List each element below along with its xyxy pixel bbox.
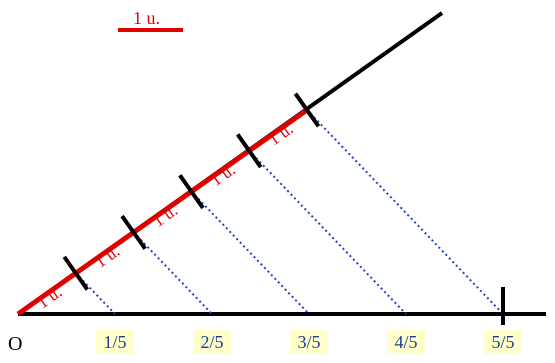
parallel-line-4: [248, 150, 407, 315]
parallel-line-2: [132, 231, 213, 315]
fraction-box-2: [193, 330, 231, 354]
fraction-label-5: 5/5: [491, 332, 514, 352]
ray-tick-3: [178, 174, 205, 210]
fraction-box-1: [96, 330, 134, 354]
fraction-label-4: 4/5: [394, 332, 417, 352]
parallel-line-3: [190, 190, 310, 315]
ray-ticks: [62, 92, 321, 291]
ray-tick-1: [62, 255, 89, 291]
fraction-box-3: [290, 330, 328, 354]
parallel-lines: [75, 109, 504, 315]
fraction-label-1: 1/5: [103, 332, 126, 352]
fraction-box-4: [387, 330, 425, 354]
ray-tick-2: [120, 214, 147, 250]
ray-tick-4: [236, 133, 263, 169]
unit-segments: [16, 107, 309, 317]
scale-label: 1 u.: [133, 8, 160, 28]
fraction-box-5: [484, 330, 522, 354]
ray-tick-5: [293, 92, 321, 128]
fraction-label-2: 2/5: [200, 332, 223, 352]
fraction-label-3: 3/5: [297, 332, 320, 352]
fraction-labels: 1/5 2/5 3/5 4/5 5/5: [96, 330, 522, 354]
origin-label: O: [8, 333, 22, 355]
parallel-line-5: [306, 109, 504, 315]
